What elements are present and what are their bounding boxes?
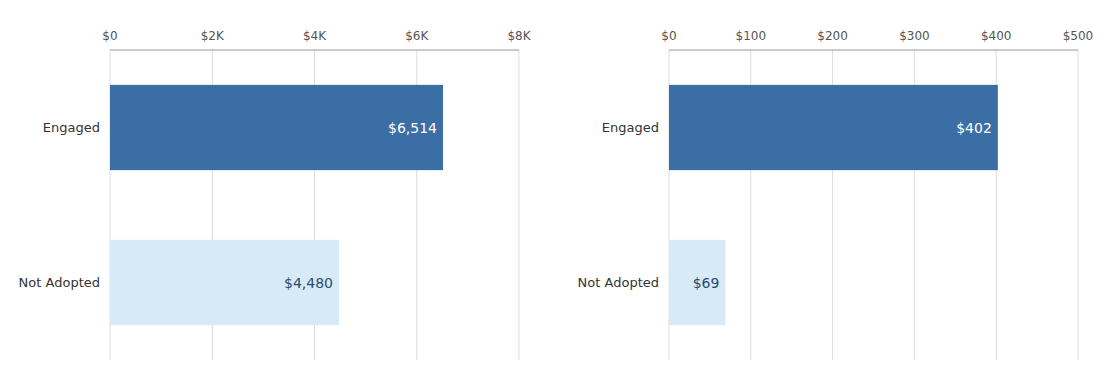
- bar: [669, 240, 725, 325]
- tick-label: $8K: [507, 29, 531, 43]
- tick-label: $0: [102, 29, 117, 43]
- data-label: $402: [956, 120, 992, 136]
- panel: $0 $2K $4K $6K $8K Engaged $6,514 Not Adopted $4…: [19, 29, 532, 360]
- tick-label: $300: [899, 29, 930, 43]
- tick-label: $200: [817, 29, 848, 43]
- tick-label: $400: [981, 29, 1012, 43]
- tick-label: $500: [1063, 29, 1094, 43]
- bar: [110, 240, 339, 325]
- category-label: Not Adopted: [19, 275, 100, 290]
- data-label: $4,480: [284, 275, 333, 291]
- bars: [669, 85, 998, 325]
- category-label: Engaged: [43, 120, 100, 135]
- grid-line: [519, 50, 520, 360]
- labels: Engaged $402 Not Adopted $69: [578, 120, 992, 291]
- axis-line: [669, 50, 1078, 51]
- tick-label: $6K: [405, 29, 429, 43]
- data-label: $6,514: [388, 120, 437, 136]
- labels: Engaged $6,514 Not Adopted $4,480: [19, 120, 437, 291]
- chart-svg: $0 $2K $4K $6K $8K Engaged $6,514 Not Adopted $4…: [0, 0, 1118, 384]
- bar: [110, 85, 443, 170]
- category-label: Engaged: [602, 120, 659, 135]
- grid-line: [1078, 50, 1079, 360]
- panel: $0 $100 $200 $300 $400 $500 Engaged $402 Not Ado…: [578, 29, 1094, 360]
- bars: [110, 85, 443, 325]
- bar: [669, 85, 998, 170]
- data-label: $69: [693, 275, 720, 291]
- category-label: Not Adopted: [578, 275, 659, 290]
- chart-container: $0 $2K $4K $6K $8K Engaged $6,514 Not Adopted $4…: [0, 0, 1118, 384]
- tick-label: $4K: [303, 29, 327, 43]
- axis-line: [110, 50, 519, 51]
- tick-label: $0: [661, 29, 676, 43]
- tick-label: $100: [736, 29, 767, 43]
- tick-label: $2K: [201, 29, 225, 43]
